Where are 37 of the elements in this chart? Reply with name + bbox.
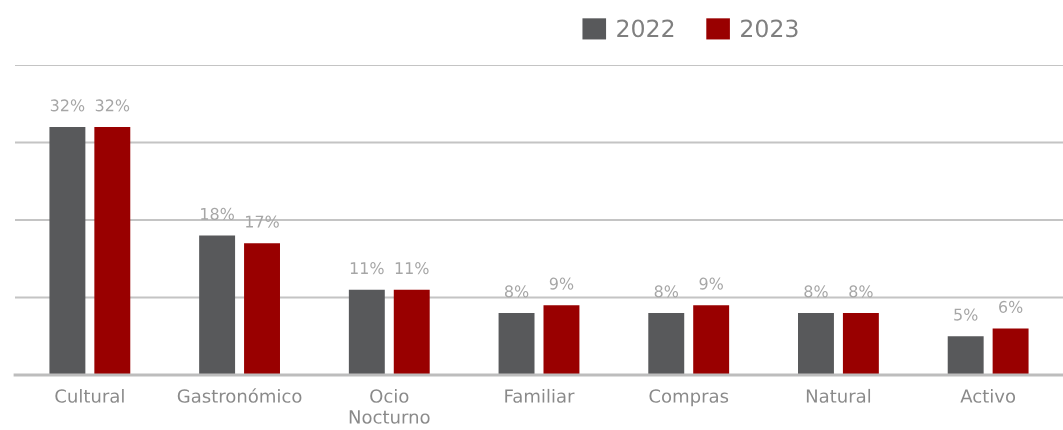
data-label: 11%	[350, 262, 384, 275]
bar	[94, 127, 131, 375]
data-label: 32%	[50, 99, 85, 112]
data-label: 8%	[654, 285, 679, 298]
data-label: 6%	[999, 300, 1023, 313]
x-tick-label: Familiar	[505, 388, 575, 403]
bar	[498, 313, 535, 375]
bar	[798, 313, 834, 375]
data-label: 17%	[246, 215, 279, 228]
bar	[842, 313, 879, 375]
legend-label: 2023	[741, 19, 798, 38]
bar	[693, 305, 730, 375]
x-tick-label: Compras	[649, 389, 729, 407]
x-tick-label: Ocio Nocturno	[349, 388, 430, 424]
bar	[348, 289, 385, 375]
data-label: 9%	[699, 277, 723, 290]
data-label: 8%	[804, 285, 828, 298]
bar	[49, 127, 86, 375]
x-tick-label: Gastronómico	[177, 388, 302, 403]
data-label: 11%	[395, 262, 429, 275]
data-label: 32%	[95, 99, 130, 112]
x-tick-label: Natural	[806, 388, 871, 403]
bar	[947, 336, 984, 375]
data-label: 18%	[201, 207, 234, 220]
legend-label: 2022	[617, 19, 674, 38]
x-tick-label: Cultural	[55, 388, 124, 403]
data-label: 8%	[504, 285, 529, 298]
data-label: 5%	[954, 308, 978, 321]
bar	[992, 328, 1029, 375]
bar	[199, 235, 236, 375]
bar	[244, 243, 280, 375]
x-tick-label: Activo	[960, 388, 1016, 403]
bar	[393, 289, 430, 375]
bar	[648, 313, 685, 375]
data-label: 9%	[549, 277, 574, 290]
bar	[543, 305, 580, 375]
data-label: 8%	[849, 285, 873, 298]
